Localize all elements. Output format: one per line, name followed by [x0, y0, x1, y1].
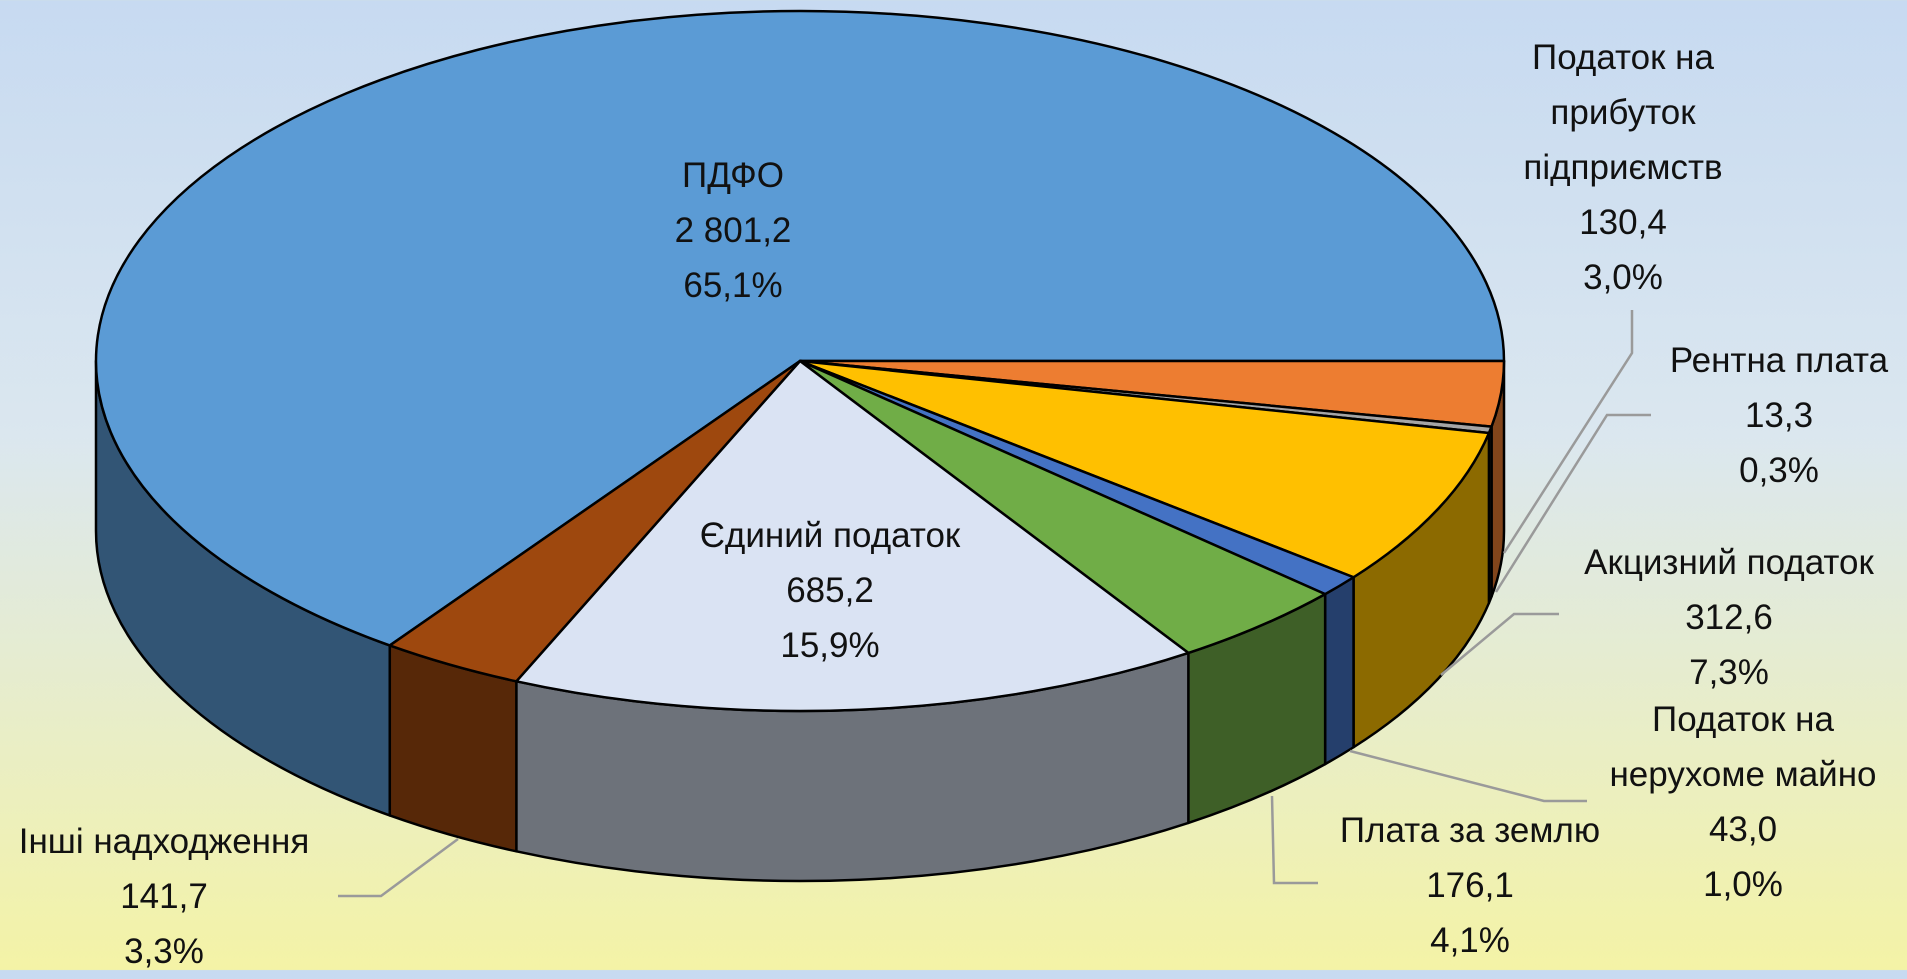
leader-lines [338, 310, 1651, 898]
category-label: Податок на нерухоме майно [1609, 700, 1877, 794]
pie-slice [798, 359, 1327, 655]
category-label: Акцизний податок [1584, 543, 1874, 582]
percentage-label: 7,3% [1689, 653, 1769, 692]
value-label: 2 801,2 [674, 211, 792, 250]
data-label: ПДФО 2 801,2 65,1% [483, 148, 983, 313]
value-label: 141,7 [120, 877, 208, 916]
data-label: Податок на нерухоме майно 43,0 1,0% [1578, 692, 1907, 912]
category-label: Плата за землю [1339, 811, 1601, 850]
value-label: 685,2 [786, 571, 874, 610]
leader-line [1270, 795, 1318, 885]
data-label: Інші надходження 141,7 3,3% [0, 814, 414, 979]
leader-line [1502, 310, 1634, 554]
percentage-label: 3,3% [124, 932, 204, 971]
side-walls [94, 359, 1506, 883]
percentage-label: 1,0% [1703, 865, 1783, 904]
side-wall [1323, 576, 1355, 766]
category-label: Єдиний податок [699, 516, 961, 555]
percentage-label: 4,1% [1430, 921, 1510, 960]
leader-line [1494, 413, 1651, 593]
percentage-label: 3,0% [1583, 258, 1663, 297]
category-label: ПДФО [682, 156, 784, 195]
data-label: Єдиний податок 685,2 15,9% [580, 508, 1080, 673]
percentage-label: 0,3% [1739, 451, 1819, 490]
pie-slice [94, 9, 1506, 647]
top-wedges [94, 9, 1506, 713]
pie-slice [515, 359, 1190, 713]
value-label: 176,1 [1426, 866, 1514, 905]
leader-line [1349, 749, 1587, 803]
percentage-label: 65,1% [683, 266, 783, 305]
pie-slice [798, 359, 1491, 579]
data-label: Акцизний податок 312,6 7,3% [1479, 535, 1907, 700]
value-label: 43,0 [1708, 810, 1778, 849]
percentage-label: 15,9% [780, 626, 880, 665]
category-label: Рентна плата [1669, 341, 1889, 380]
leader-line [1440, 612, 1559, 676]
leader-line [338, 837, 459, 898]
data-label: Рентна плата 13,3 0,3% [1529, 333, 1907, 498]
category-label: Податок на прибуток підприємств [1523, 38, 1723, 187]
category-label: Інші надходження [18, 822, 310, 861]
data-label: Плата за землю 176,1 4,1% [1220, 803, 1720, 968]
value-label: 312,6 [1685, 598, 1773, 637]
pie-slice [388, 359, 802, 683]
value-label: 130,4 [1579, 203, 1667, 242]
data-label: Податок на прибуток підприємств 130,4 3,0% [1493, 30, 1753, 305]
value-label: 13,3 [1744, 396, 1814, 435]
